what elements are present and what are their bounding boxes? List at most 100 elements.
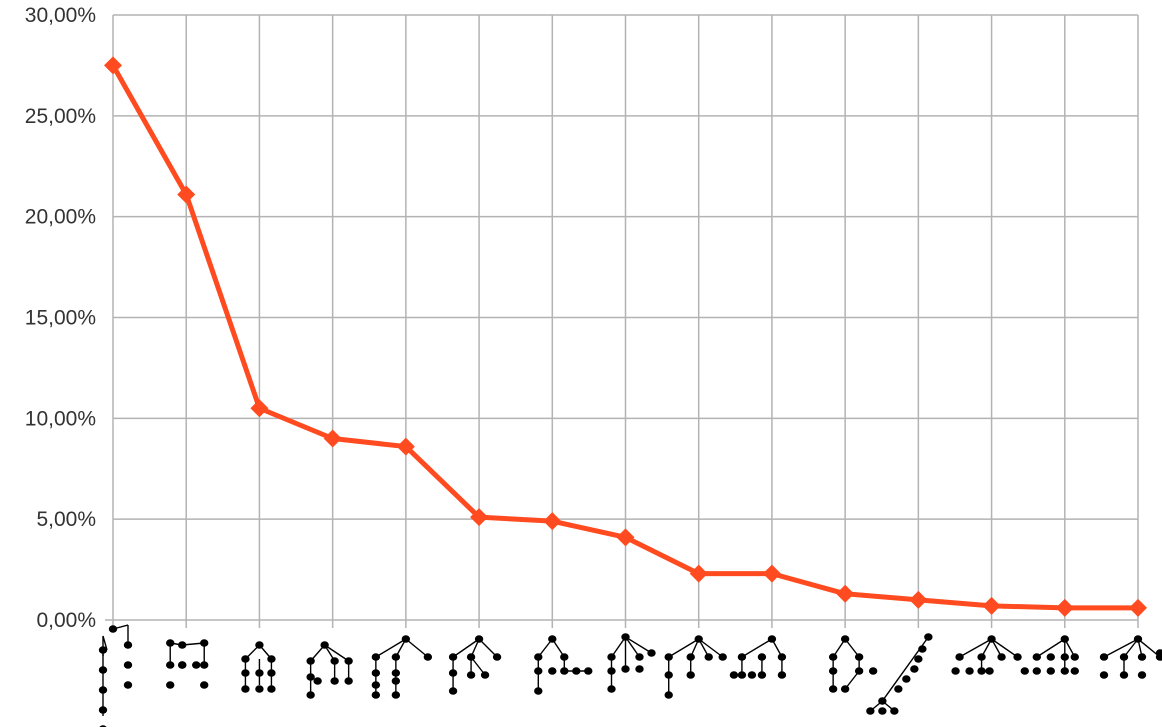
tree-node <box>1060 635 1069 643</box>
tree-node <box>1070 653 1079 661</box>
y-axis-ticks: 0,00% 5,00% 10,00% 15,00% 20,00% 25,00% 30,00% <box>25 4 96 632</box>
tree-node <box>1046 667 1055 675</box>
tree-node <box>914 655 923 663</box>
tree-edge <box>478 638 498 658</box>
tree-node <box>423 653 433 661</box>
tree-node <box>330 677 339 685</box>
tree-node <box>98 646 108 654</box>
tree-node <box>664 653 673 661</box>
tree-node <box>777 653 787 661</box>
tree-node <box>686 671 695 679</box>
tree-node <box>840 635 850 643</box>
tree-node <box>241 685 250 693</box>
tree-node <box>878 697 887 705</box>
tree-edge <box>625 636 652 654</box>
tree-node <box>607 685 616 693</box>
tree-node <box>951 667 960 675</box>
tree-node <box>255 641 264 649</box>
tree-structure-icon <box>951 635 1022 675</box>
data-point-marker <box>689 564 708 583</box>
tree-node <box>635 665 644 673</box>
y-tick-label: 15,00% <box>25 307 96 330</box>
tree-structure-icon <box>866 633 933 715</box>
tree-node <box>466 671 476 679</box>
tree-node <box>166 681 175 689</box>
tree-node <box>1046 653 1055 661</box>
tree-node <box>910 665 919 673</box>
tree-node <box>955 653 964 661</box>
tree-node <box>192 661 201 669</box>
tree-node <box>1013 653 1022 661</box>
tree-node <box>890 707 899 715</box>
tree-node <box>306 673 315 681</box>
tree-node <box>918 645 927 653</box>
tree-node <box>98 666 108 674</box>
tree-node <box>178 661 187 669</box>
tree-node <box>584 667 593 675</box>
tree-node <box>1119 671 1129 679</box>
tree-node <box>166 639 175 647</box>
tree-edge <box>668 638 700 658</box>
tree-node <box>965 667 974 675</box>
tree-node <box>718 653 727 661</box>
tree-node <box>828 653 838 661</box>
tree-structure-icon <box>448 635 502 695</box>
tree-node <box>371 691 381 699</box>
tree-node <box>878 707 887 715</box>
tree-edge <box>375 638 407 658</box>
tree-node <box>344 657 353 665</box>
tree-node <box>306 657 315 665</box>
data-point-marker <box>982 596 1001 615</box>
tree-node <box>560 653 569 661</box>
tree-node <box>200 681 209 689</box>
tree-node <box>391 653 401 661</box>
tree-node <box>492 653 502 661</box>
tree-structure-icon <box>371 635 433 699</box>
tree-node <box>371 681 381 689</box>
tree-node <box>371 669 381 677</box>
data-point-marker <box>1055 598 1074 617</box>
tree-node <box>854 653 864 661</box>
tree-edge <box>741 638 773 658</box>
tree-node <box>448 653 458 661</box>
y-tick-label: 25,00% <box>25 105 96 128</box>
tree-node <box>1060 653 1069 661</box>
tree-structure-icon <box>306 641 353 699</box>
tree-node <box>1020 667 1029 675</box>
tree-edge <box>452 638 480 658</box>
tree-node <box>664 671 673 679</box>
y-tick-label: 0,00% <box>36 609 96 632</box>
tree-node <box>977 653 986 661</box>
tree-node <box>1137 653 1147 661</box>
tree-node <box>320 641 329 649</box>
tree-node <box>391 691 401 699</box>
data-point-marker <box>323 429 342 448</box>
tree-node <box>166 661 175 669</box>
tree-node <box>729 671 739 679</box>
tree-node <box>757 653 767 661</box>
tree-node <box>621 665 630 673</box>
tree-node <box>1133 635 1143 643</box>
tree-node <box>560 667 569 675</box>
tree-node <box>391 677 401 685</box>
data-point-marker <box>762 564 781 583</box>
tree-node <box>330 657 339 665</box>
tree-edge <box>698 638 724 658</box>
y-tick-label: 10,00% <box>25 407 96 430</box>
tree-node <box>737 653 747 661</box>
tree-edge <box>610 636 627 658</box>
tree-node <box>98 686 108 694</box>
tree-node <box>607 653 616 661</box>
tree-edge <box>624 636 641 658</box>
tree-node <box>548 635 557 643</box>
data-point-marker <box>470 508 489 527</box>
y-tick-label: 30,00% <box>25 4 96 27</box>
tree-node <box>267 685 276 693</box>
data-point-marker <box>616 528 635 547</box>
tree-node <box>977 667 986 675</box>
y-tick-label: 5,00% <box>36 508 96 531</box>
tree-node <box>1155 649 1162 657</box>
tree-node <box>200 661 209 669</box>
tree-node <box>241 669 250 677</box>
tree-node <box>757 671 767 679</box>
